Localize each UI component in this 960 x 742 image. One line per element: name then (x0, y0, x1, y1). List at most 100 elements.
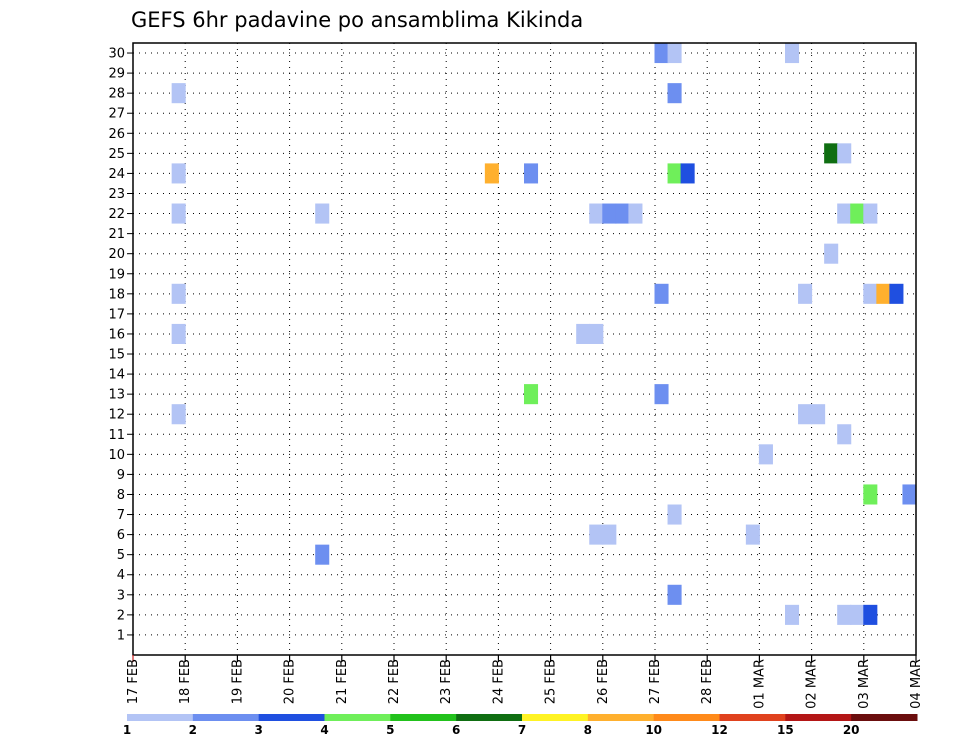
colorbar-swatch (587, 714, 655, 721)
precip-cell (171, 404, 186, 425)
colorbar-swatch (192, 714, 260, 721)
y-tick-label: 28 (108, 87, 125, 102)
precip-cell (850, 203, 865, 224)
precip-cell (628, 203, 643, 224)
colorbar-swatch (127, 714, 194, 721)
colorbar-label: 5 (386, 723, 394, 737)
precip-cell (171, 203, 186, 224)
colorbar: 1 2 3 4 5 6 7 8 10 12 15 20 (123, 714, 918, 737)
colorbar-swatch (851, 714, 918, 721)
y-tick-label: 2 (117, 608, 125, 623)
y-tick-label: 21 (108, 227, 125, 242)
x-tick-label: 02 MAR (805, 659, 820, 709)
y-tick-label: 27 (108, 107, 125, 122)
precip-cell (863, 484, 878, 505)
y-tick-label: 22 (108, 207, 125, 222)
y-tick-label: 6 (117, 528, 125, 543)
precip-cell (837, 203, 852, 224)
colorbar-swatch (522, 714, 589, 721)
y-tick-label: 20 (108, 247, 125, 262)
y-tick-label: 3 (117, 588, 125, 603)
y-tick-label: 19 (108, 267, 125, 282)
y-tick-label: 24 (108, 167, 125, 182)
precip-cell (667, 83, 682, 104)
y-tick-label: 26 (108, 127, 125, 142)
precip-cell (667, 504, 682, 525)
y-tick-label: 25 (108, 147, 125, 162)
y-tick-label: 11 (108, 428, 125, 443)
colorbar-label: 12 (711, 723, 728, 737)
y-tick-label: 10 (108, 448, 125, 463)
precip-cell (654, 43, 669, 64)
precip-cell (758, 444, 773, 465)
chart-title: GEFS 6hr padavine po ansamblima Kikinda (131, 8, 583, 32)
x-tick-label: 17 FEB (126, 659, 141, 704)
x-tick-label: 21 FEB (335, 659, 350, 704)
colorbar-label: 1 (123, 723, 131, 737)
colorbar-label: 7 (518, 723, 526, 737)
colorbar-label: 6 (452, 723, 460, 737)
precip-cell (602, 203, 617, 224)
y-axis: 1234567891011121314151617181920212223242… (108, 47, 133, 643)
x-tick-label: 25 FEB (544, 659, 559, 704)
y-tick-label: 12 (108, 408, 125, 423)
colorbar-label: 8 (584, 723, 592, 737)
precip-cell (576, 323, 591, 344)
y-tick-label: 23 (108, 187, 125, 202)
colorbar-label: 20 (843, 723, 860, 737)
colorbar-swatch (653, 714, 720, 721)
y-tick-label: 8 (117, 488, 125, 503)
precip-cell (902, 484, 917, 505)
precip-cell (837, 424, 852, 445)
precip-cell (837, 604, 852, 625)
y-tick-label: 29 (108, 67, 125, 82)
grid-layer (132, 43, 917, 655)
precip-cell (484, 163, 499, 184)
colorbar-swatch (390, 714, 457, 721)
x-tick-label: 24 FEB (491, 659, 506, 704)
precip-cell (837, 143, 852, 164)
x-tick-label: 04 MAR (909, 659, 924, 709)
precip-cell (667, 163, 682, 184)
precip-cell (785, 604, 800, 625)
y-tick-label: 30 (108, 47, 125, 62)
x-tick-label: 23 FEB (439, 659, 454, 704)
y-tick-label: 14 (108, 368, 125, 383)
precip-cell (171, 83, 186, 104)
y-tick-label: 5 (117, 548, 125, 563)
precip-cell (863, 203, 878, 224)
precip-cell (315, 203, 330, 224)
colorbar-label: 3 (254, 723, 262, 737)
x-axis: 17 FEB 18 FEB 19 FEB 20 FEB 21 FEB 22 FEB 23 F… (126, 655, 924, 709)
x-tick-label: 20 FEB (283, 659, 298, 704)
y-tick-label: 16 (108, 327, 125, 342)
y-tick-label: 4 (117, 568, 125, 583)
x-tick-label: 26 FEB (596, 659, 611, 704)
precip-cell (811, 404, 826, 425)
colorbar-swatch (324, 714, 391, 721)
y-tick-label: 17 (108, 307, 125, 322)
colorbar-swatch (258, 714, 325, 721)
y-tick-label: 13 (108, 388, 125, 403)
precip-cell (824, 143, 839, 164)
x-tick-label: 28 FEB (700, 659, 715, 704)
colorbar-label: 2 (189, 723, 197, 737)
y-tick-label: 1 (117, 628, 125, 643)
precip-cell (654, 384, 669, 405)
colorbar-label: 4 (320, 723, 328, 737)
precip-cell (876, 283, 891, 304)
precip-cell (745, 524, 760, 545)
precip-cell (524, 384, 539, 405)
y-tick-label: 15 (108, 348, 125, 363)
precip-cell (315, 544, 330, 565)
precip-cell (850, 604, 865, 625)
precip-cell (863, 604, 878, 625)
x-tick-label: 22 FEB (387, 659, 402, 704)
colorbar-label: 15 (777, 723, 794, 737)
precip-cell (171, 323, 186, 344)
x-tick-label: 01 MAR (752, 659, 767, 709)
x-tick-label: 18 FEB (178, 659, 193, 704)
precip-cell (680, 163, 695, 184)
cells-layer (171, 43, 917, 625)
